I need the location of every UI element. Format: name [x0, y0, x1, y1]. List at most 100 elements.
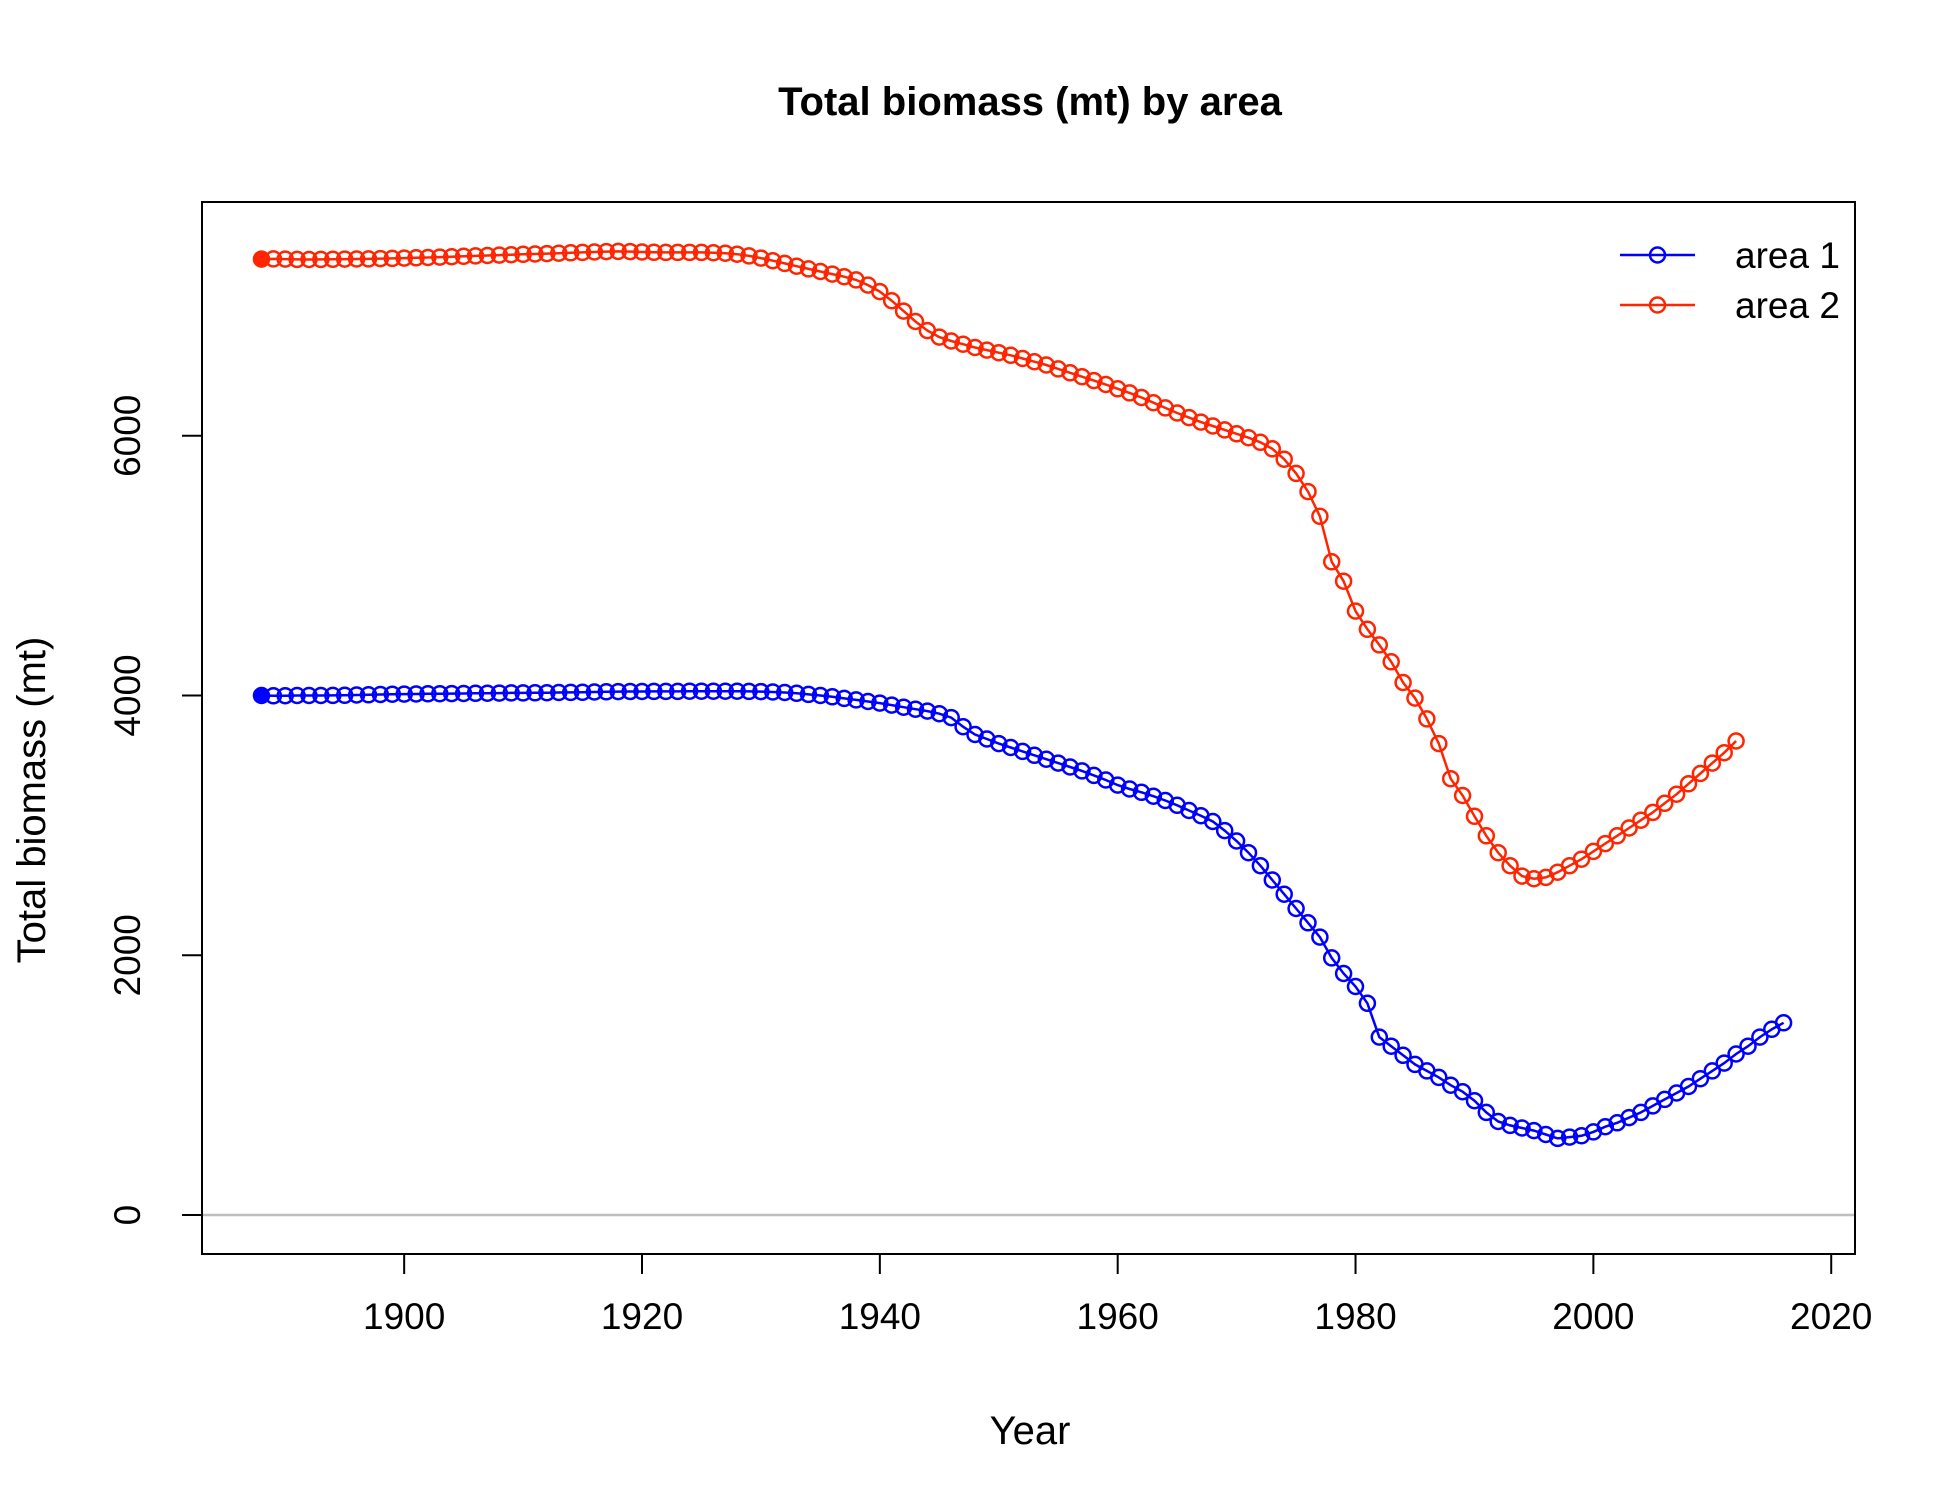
series-1-point — [561, 683, 580, 702]
series-1-point — [918, 702, 937, 720]
series-1-point — [1132, 783, 1151, 802]
legend-label: area 2 — [1735, 285, 1840, 326]
series-2-point — [609, 242, 627, 261]
series-2-point — [1073, 367, 1091, 386]
series-1-point — [1311, 928, 1329, 946]
series-2-point — [668, 243, 687, 262]
y-tick-label: 0 — [107, 1205, 148, 1226]
series-2-point — [371, 249, 390, 268]
chart-title: Total biomass (mt) by area — [778, 80, 1283, 124]
series-2-point — [1501, 856, 1519, 875]
series-2-point — [1691, 764, 1710, 783]
series-1-point — [1525, 1121, 1543, 1140]
series-1-point — [1727, 1045, 1745, 1063]
series-1-point — [1120, 780, 1139, 798]
series-2-point — [657, 243, 675, 262]
series-1-point — [371, 685, 390, 704]
series-1-point — [1560, 1128, 1579, 1146]
series-2-point — [383, 249, 402, 268]
series-1-point — [538, 683, 556, 702]
x-tick-label: 1920 — [601, 1296, 683, 1337]
series-2-point — [1334, 572, 1353, 590]
series-2-point — [395, 249, 413, 267]
series-1-point — [1299, 914, 1317, 932]
series-1-point — [906, 700, 925, 718]
series-1-point — [1061, 758, 1079, 776]
series-1-point — [490, 684, 509, 702]
series-1-point — [383, 685, 402, 703]
series-1-point — [894, 698, 913, 716]
series-2-point — [407, 249, 425, 267]
series-1-point — [1239, 843, 1258, 862]
series-2-point — [1001, 346, 1020, 365]
series-1-point — [597, 683, 616, 701]
series-2-point — [1441, 769, 1460, 788]
series-1-point — [478, 684, 497, 702]
series-2-point — [811, 262, 830, 281]
series-2-point — [1703, 754, 1722, 772]
series-1-point — [395, 685, 413, 703]
series-2-point — [1394, 673, 1412, 692]
series-1-point — [359, 686, 378, 704]
series-1-point — [728, 682, 746, 700]
series-2-point — [1406, 689, 1424, 707]
x-tick-label: 1960 — [1077, 1296, 1159, 1337]
series-1-point — [1251, 856, 1270, 875]
series-1-point — [264, 687, 283, 705]
legend-marker — [1648, 246, 1667, 264]
series-1-point — [692, 682, 711, 700]
series-1-point — [1513, 1119, 1531, 1137]
series-2-point — [502, 245, 520, 264]
series-1-point — [312, 686, 330, 705]
series-1-point — [1739, 1037, 1757, 1055]
y-tick-label: 4000 — [107, 654, 148, 736]
series-2-point — [1097, 375, 1115, 394]
x-tick-label: 1900 — [363, 1296, 445, 1337]
series-2-point — [1346, 602, 1365, 620]
series-1-point — [1572, 1127, 1591, 1145]
series-1-point — [1322, 949, 1341, 967]
series-2-point — [324, 250, 342, 269]
series-1-point — [252, 686, 271, 705]
x-tick-label: 2020 — [1790, 1296, 1872, 1337]
series-1-point — [1382, 1037, 1400, 1055]
series-2-point — [1453, 786, 1472, 805]
series-1-point — [300, 686, 318, 705]
series-2-point — [775, 254, 794, 273]
series-2-point — [1322, 553, 1341, 571]
series-1-point — [1691, 1069, 1710, 1088]
series-2-point — [1430, 734, 1448, 753]
series-1-point — [288, 686, 306, 705]
series-layer — [252, 242, 1793, 1148]
series-2-point — [954, 335, 972, 353]
series-2-point — [1667, 785, 1686, 803]
series-2-point — [1525, 869, 1543, 888]
series-1-point — [526, 684, 544, 702]
series-2-point — [1513, 867, 1531, 885]
series-2-point — [1370, 636, 1389, 654]
legend-label: area 1 — [1735, 235, 1840, 276]
series-2-point — [442, 247, 461, 266]
series-2-point — [1655, 794, 1674, 813]
series-2-point — [823, 265, 842, 283]
series-1-point — [431, 684, 449, 703]
series-1-point — [1489, 1112, 1507, 1131]
series-2-point — [645, 243, 663, 262]
series-2-point — [1572, 850, 1591, 868]
series-1-point — [1204, 812, 1222, 831]
series-2-point — [1418, 710, 1436, 728]
series-2-point — [478, 246, 497, 265]
series-1-point — [1144, 787, 1163, 805]
y-axis: 0 2000 4000 6000 — [107, 395, 203, 1226]
series-1-point — [859, 692, 877, 711]
series-2-point — [1263, 440, 1282, 458]
x-tick-label: 2000 — [1552, 1296, 1634, 1337]
legend: area 1 area 2 — [1620, 235, 1840, 326]
series-1-point — [954, 717, 972, 736]
series-1-point — [1037, 750, 1056, 768]
series-1-point — [1358, 994, 1377, 1013]
series-2-point — [1227, 425, 1246, 443]
series-2-point — [252, 250, 271, 268]
series-2-point — [1204, 417, 1222, 435]
